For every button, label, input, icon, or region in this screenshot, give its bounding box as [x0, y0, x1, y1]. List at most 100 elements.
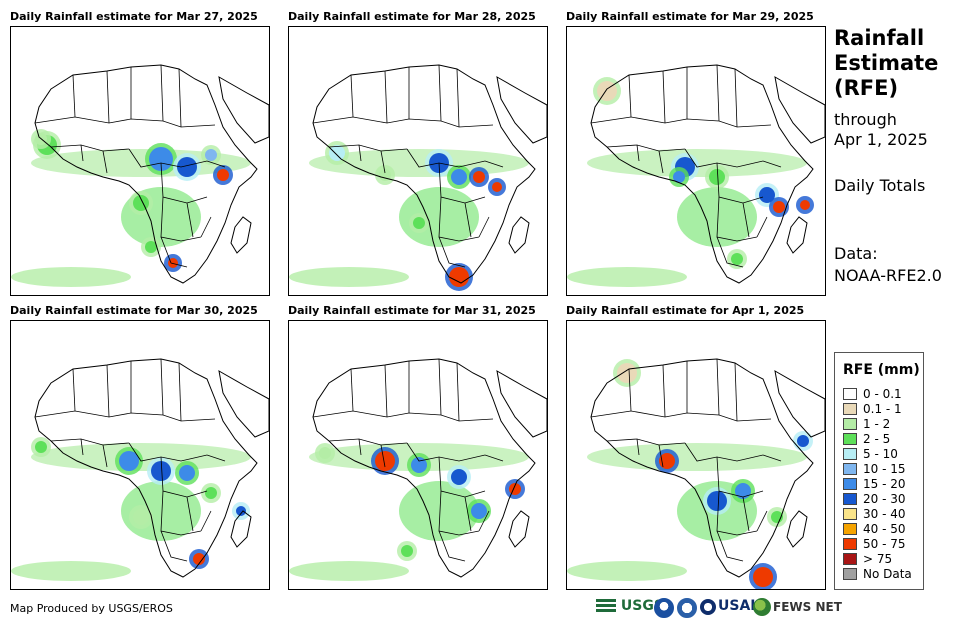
country-border — [34, 116, 216, 128]
map-svg — [289, 358, 547, 581]
totals-label: Daily Totals — [834, 176, 926, 195]
country-border — [160, 236, 188, 268]
country-border — [160, 456, 208, 498]
country-border — [716, 196, 758, 242]
country-border — [358, 438, 362, 456]
panel-title-3: Daily Rainfall estimate for Mar 29, 2025 — [566, 10, 814, 23]
ocean-rain-band — [567, 561, 687, 581]
rain-cell — [145, 241, 157, 253]
panel-title-5: Daily Rainfall estimate for Mar 31, 2025 — [288, 304, 536, 317]
legend-item: 50 - 75 — [843, 537, 906, 551]
country-border — [106, 70, 110, 124]
through-label: through — [834, 110, 897, 129]
madagascar-coastline — [786, 216, 808, 254]
country-border — [72, 74, 76, 118]
rain-cell — [451, 469, 467, 485]
data-source: NOAA-RFE2.0 — [834, 266, 942, 285]
country-border — [72, 368, 76, 412]
legend-item: 10 - 15 — [843, 462, 906, 476]
madagascar-coastline — [508, 216, 530, 254]
country-border — [464, 202, 472, 238]
arabia-coastline — [774, 76, 825, 144]
country-border — [438, 456, 486, 498]
arabia-coastline — [496, 76, 547, 144]
country-border — [636, 144, 640, 162]
legend-label: 0.1 - 1 — [863, 402, 902, 416]
sidebar-title-line-2: Estimate — [834, 51, 939, 75]
africa-coastline — [312, 64, 536, 284]
panel-title-1: Daily Rainfall estimate for Mar 27, 2025 — [10, 10, 258, 23]
legend-item: 0.1 - 1 — [843, 402, 902, 416]
usgs-logo-text: USGS — [620, 598, 664, 614]
country-border — [456, 68, 460, 128]
map-svg — [11, 64, 269, 287]
legend-item: 20 - 30 — [843, 492, 906, 506]
rain-cell — [133, 195, 149, 211]
africa-coastline — [590, 358, 814, 578]
country-border — [312, 116, 494, 128]
country-border — [734, 68, 738, 128]
legend-item: 15 - 20 — [843, 477, 906, 491]
ocean-rain-band — [289, 267, 409, 287]
country-border — [742, 496, 750, 532]
country-border — [590, 410, 772, 422]
legend-swatch — [843, 508, 857, 520]
country-border — [756, 510, 768, 532]
rain-cell — [753, 567, 773, 587]
legend-label: No Data — [863, 567, 912, 581]
rain-cell — [151, 461, 171, 481]
country-border — [80, 144, 84, 162]
country-border — [762, 160, 782, 168]
legend-item: > 75 — [843, 552, 892, 566]
rain-cell — [709, 169, 725, 185]
country-border — [328, 144, 408, 152]
country-border — [384, 70, 388, 124]
legend-swatch — [843, 418, 857, 430]
legend-label: 5 - 10 — [863, 447, 898, 461]
country-border — [636, 438, 640, 456]
country-border — [438, 358, 442, 416]
legend-swatch — [843, 493, 857, 505]
rain-cell — [449, 267, 469, 287]
country-border — [160, 64, 164, 122]
africa-coastline — [312, 358, 536, 578]
country-border — [206, 454, 226, 462]
rain-cell — [168, 258, 178, 268]
country-border — [160, 162, 208, 204]
usgs-logo-mark — [596, 599, 616, 613]
country-border — [606, 144, 686, 152]
rain-cell — [673, 171, 685, 183]
country-border — [456, 362, 460, 422]
rain-cell — [177, 157, 197, 177]
country-border — [178, 362, 182, 422]
rain-cell — [236, 506, 246, 516]
legend-label: 30 - 40 — [863, 507, 906, 521]
legend-item: 30 - 40 — [843, 507, 906, 521]
commerce-seal — [677, 598, 697, 618]
country-border — [80, 438, 84, 456]
country-border — [186, 496, 194, 532]
panel-title-6: Daily Rainfall estimate for Apr 1, 2025 — [566, 304, 805, 317]
country-border — [438, 162, 486, 204]
country-border — [658, 444, 664, 468]
country-border — [662, 364, 666, 418]
country-border — [716, 162, 764, 204]
africa-coastline — [34, 358, 258, 578]
rain-cell — [193, 553, 205, 565]
country-border — [734, 362, 738, 422]
rain-cell — [379, 169, 391, 181]
country-border — [658, 150, 664, 174]
usgs-logo: USGS — [596, 598, 664, 614]
country-border — [464, 496, 472, 532]
country-border — [350, 368, 354, 412]
rain-cell — [800, 200, 810, 210]
legend-label: 20 - 30 — [863, 492, 906, 506]
rain-cell — [35, 441, 47, 453]
legend-swatch — [843, 433, 857, 445]
country-border — [358, 144, 362, 162]
country-border — [200, 216, 212, 238]
country-border — [328, 438, 408, 446]
rain-cell — [411, 457, 427, 473]
rain-cell — [319, 447, 331, 459]
noaa-logo — [654, 598, 674, 618]
